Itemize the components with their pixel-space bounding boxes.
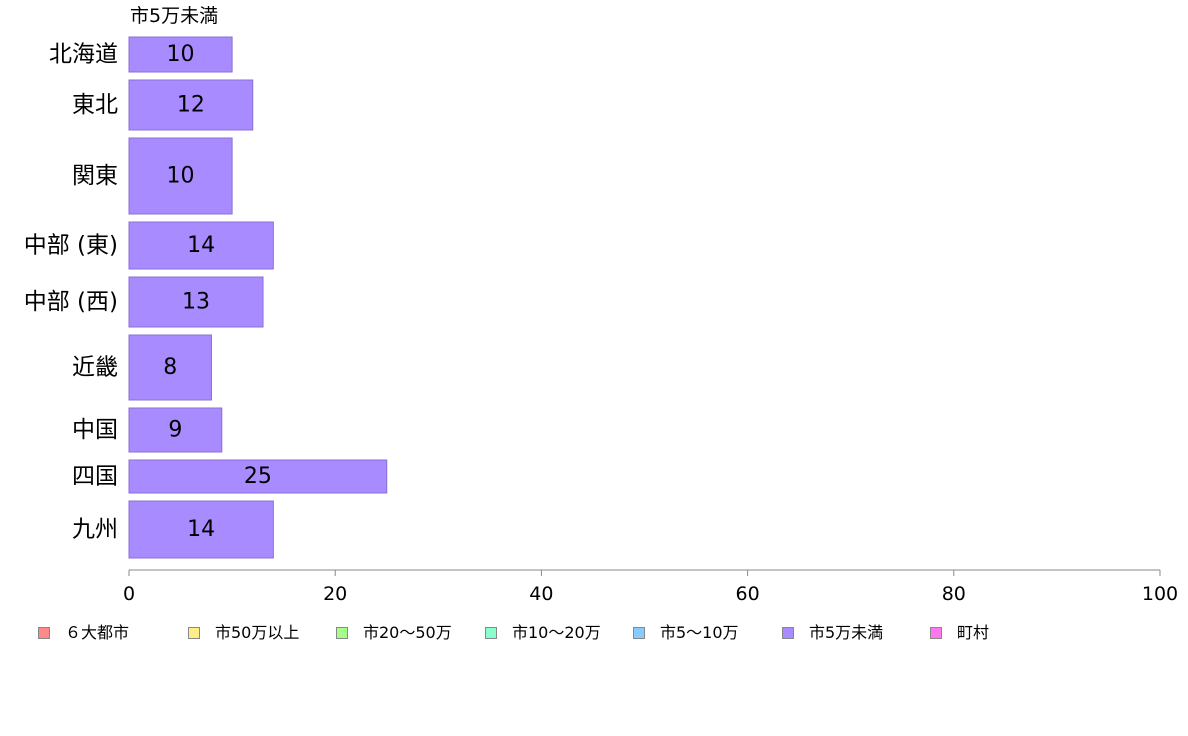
x-tick-label: 20: [323, 583, 347, 605]
bar: [128, 221, 274, 270]
chart-subtitle: 市5万未満: [130, 5, 219, 27]
legend-label: 市10〜20万: [512, 623, 601, 642]
legend-swatch: [782, 627, 794, 639]
legend-swatch: [633, 627, 645, 639]
legend-label: 市5〜10万: [660, 623, 739, 642]
x-tick-label: 40: [529, 583, 553, 605]
category-label: 北海道: [49, 42, 118, 68]
category-label: 関東: [72, 163, 118, 189]
category-label: 近畿: [72, 355, 118, 381]
bar: [128, 407, 223, 453]
bar-value-label: 10: [167, 164, 195, 189]
x-tick-label: 100: [1142, 583, 1178, 605]
legend-swatch: [188, 627, 200, 639]
legend-swatch: [485, 627, 497, 639]
legend-label: 市5万未満: [809, 623, 884, 642]
bar: [128, 137, 233, 215]
legend-label: 市20〜50万: [363, 623, 452, 642]
bar-value-label: 25: [244, 464, 272, 489]
bar-value-label: 9: [168, 418, 182, 443]
category-label: 中部 (西): [24, 289, 118, 315]
x-tick-label: 80: [942, 583, 966, 605]
legend-swatch: [38, 627, 50, 639]
bar: [128, 36, 233, 73]
legend-label: 市50万以上: [215, 623, 300, 642]
bar-value-label: 13: [182, 290, 210, 315]
legend-label: 町村: [957, 623, 990, 642]
category-label: 中部 (東): [24, 233, 118, 259]
category-label: 四国: [72, 464, 118, 490]
legend-label: ６大都市: [65, 623, 130, 642]
legend-swatch: [930, 627, 942, 639]
bar-value-label: 10: [167, 42, 195, 67]
legend-swatch: [336, 627, 348, 639]
bar: [128, 500, 274, 559]
category-label: 九州: [72, 517, 118, 543]
bar-value-label: 14: [187, 517, 215, 542]
category-label: 中国: [72, 417, 118, 443]
bar-value-label: 14: [187, 233, 215, 258]
bar: [128, 334, 212, 401]
bar: [128, 459, 388, 494]
x-tick-label: 60: [736, 583, 760, 605]
bar-value-label: 12: [177, 93, 205, 118]
bar: [128, 276, 264, 328]
x-tick-label: 0: [123, 583, 135, 605]
category-label: 東北: [72, 92, 118, 118]
bar-value-label: 8: [163, 355, 177, 380]
bar: [128, 79, 254, 131]
